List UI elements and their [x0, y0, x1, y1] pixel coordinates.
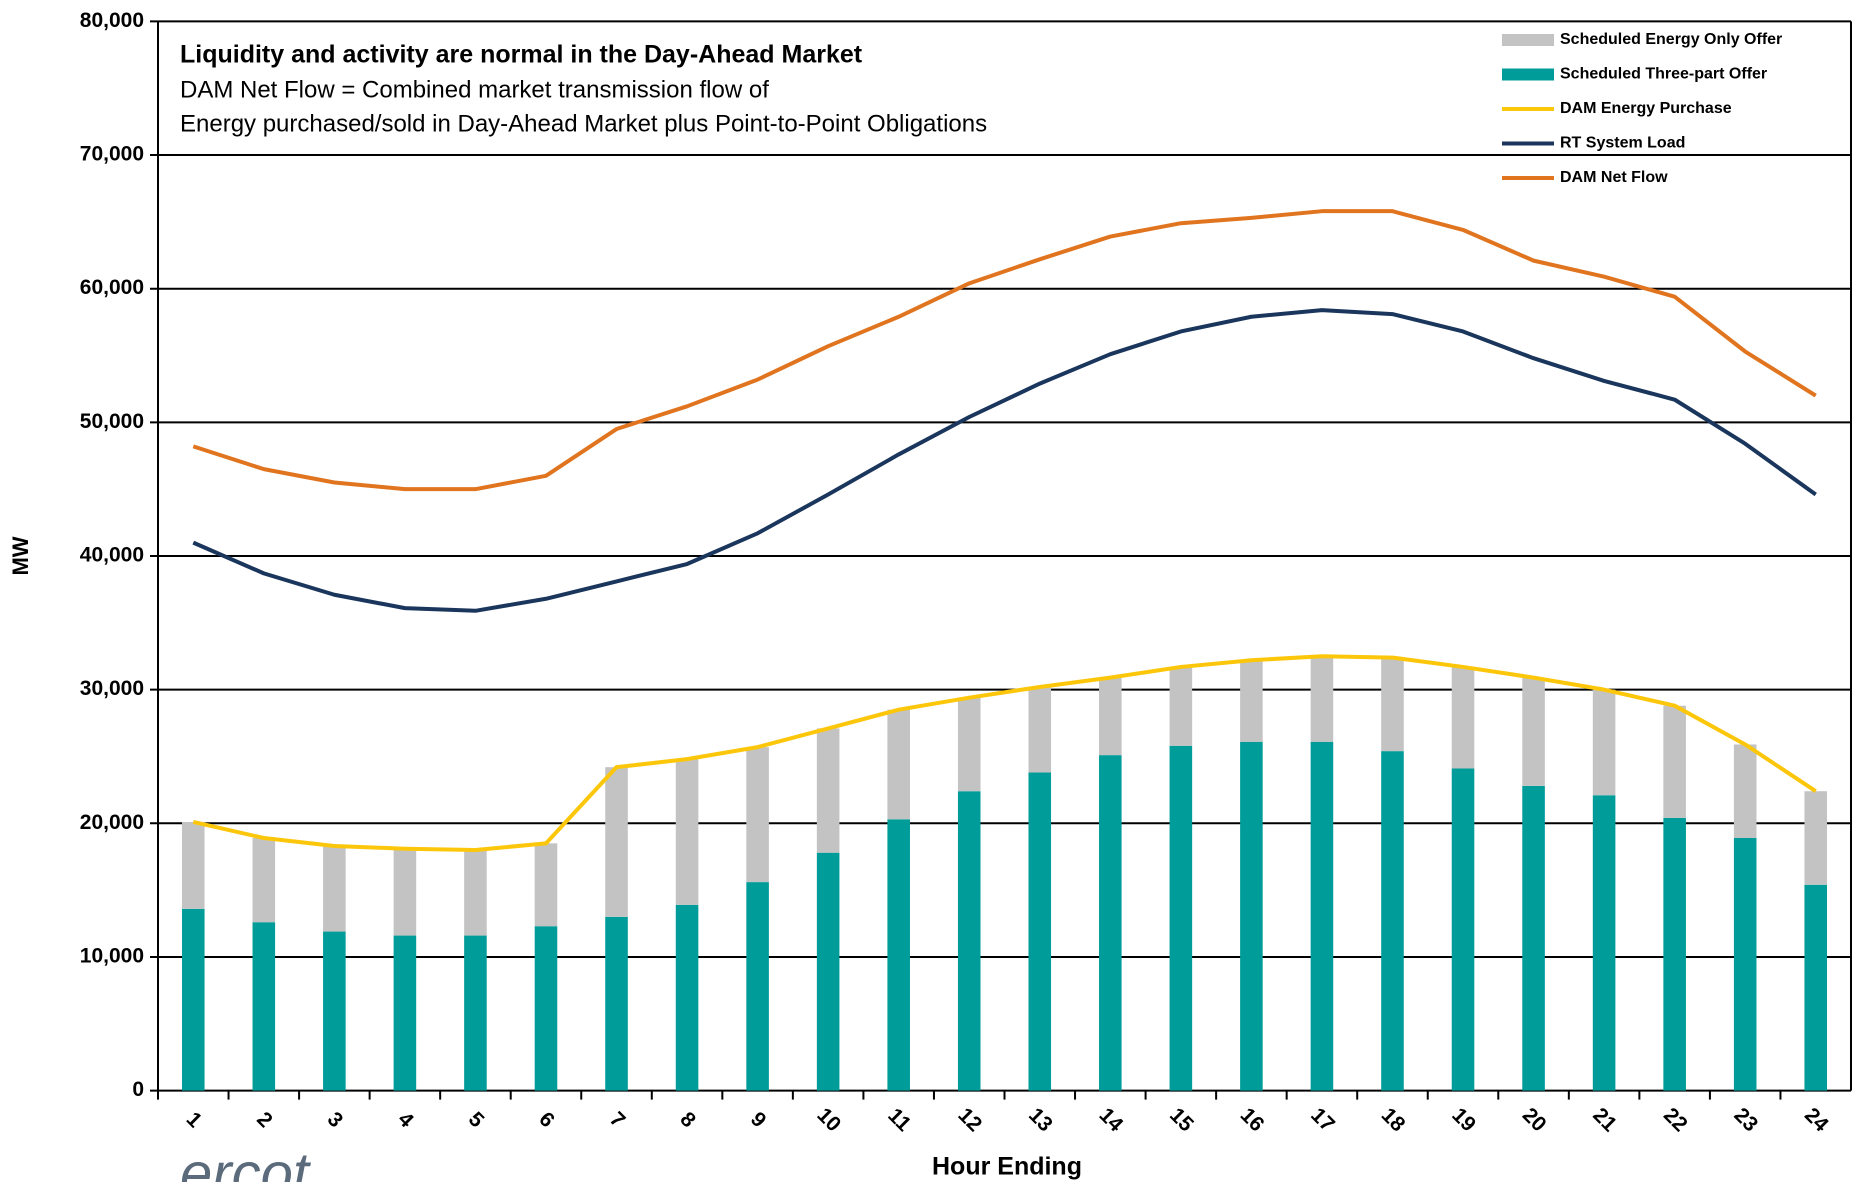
- bar: [252, 838, 276, 923]
- bar: [1663, 705, 1686, 818]
- y-axis-label: MW: [8, 536, 33, 575]
- bar: [1381, 657, 1404, 752]
- x-tick-label: 12: [954, 1104, 987, 1137]
- x-tick-label: 8: [675, 1108, 700, 1133]
- x-tick-label: 10: [812, 1104, 845, 1137]
- bar: [816, 728, 840, 853]
- x-tick-label: 3: [323, 1108, 348, 1133]
- bar: [746, 882, 769, 1091]
- x-tick-label: 18: [1377, 1104, 1410, 1137]
- x-tick-label: 5: [464, 1108, 489, 1133]
- bar: [323, 931, 346, 1091]
- x-tick-label: 2: [252, 1108, 277, 1133]
- bar: [605, 916, 628, 1091]
- x-tick-label: 11: [883, 1104, 915, 1136]
- bar: [1733, 838, 1757, 1091]
- y-tick-label: 0: [132, 1078, 144, 1101]
- bar: [1451, 666, 1475, 769]
- bar: [746, 747, 769, 883]
- bar: [1522, 677, 1545, 786]
- bar: [605, 767, 628, 917]
- x-tick-label: 1: [182, 1108, 207, 1133]
- bar: [1169, 745, 1193, 1091]
- x-tick-label: 19: [1447, 1104, 1480, 1137]
- bar: [1592, 795, 1616, 1091]
- y-tick-label: 80,000: [80, 9, 144, 32]
- x-tick-label: 20: [1518, 1104, 1551, 1137]
- bar: [957, 697, 981, 792]
- bar: [181, 908, 205, 1091]
- bar: [181, 821, 205, 909]
- bar: [534, 926, 558, 1091]
- bar: [1522, 785, 1545, 1091]
- x-tick-label: 24: [1800, 1104, 1833, 1137]
- line-series: [192, 209, 1817, 492]
- x-tick-label: 23: [1729, 1104, 1762, 1137]
- bar: [464, 935, 487, 1091]
- x-tick-label: 14: [1095, 1104, 1128, 1137]
- y-tick-label: 40,000: [80, 544, 144, 567]
- bar: [1592, 689, 1616, 796]
- bar: [1028, 772, 1052, 1091]
- chart-title: Liquidity and activity are normal in the…: [180, 41, 863, 69]
- x-tick-label: 15: [1165, 1104, 1198, 1137]
- x-axis-label: Hour Ending: [932, 1153, 1082, 1181]
- legend-label: Scheduled Three-part Offer: [1560, 66, 1767, 83]
- bar: [534, 843, 558, 927]
- logo: ercot: [180, 1141, 312, 1182]
- y-tick-label: 20,000: [80, 811, 144, 834]
- x-tick-label: 7: [605, 1108, 630, 1133]
- y-tick-label: 30,000: [80, 677, 144, 700]
- x-tick-label: 22: [1659, 1104, 1692, 1137]
- bar: [1310, 741, 1334, 1091]
- bar: [464, 850, 487, 936]
- bar: [252, 922, 276, 1091]
- bar: [1240, 741, 1263, 1091]
- bar: [887, 709, 910, 820]
- bar: [323, 846, 346, 932]
- legend-label: DAM Net Flow: [1560, 169, 1668, 186]
- bar: [1804, 884, 1828, 1091]
- bar: [1804, 791, 1828, 885]
- bar: [1240, 660, 1263, 742]
- line-series: [192, 308, 1817, 613]
- line-series: [192, 654, 1817, 853]
- x-tick-label: 13: [1024, 1104, 1057, 1137]
- bar: [1169, 666, 1193, 746]
- y-tick-label: 50,000: [80, 410, 144, 433]
- bar: [816, 852, 840, 1091]
- y-tick-label: 60,000: [80, 276, 144, 299]
- bar: [1099, 755, 1122, 1091]
- legend-label: RT System Load: [1560, 135, 1685, 152]
- bar: [675, 759, 699, 905]
- legend-swatch: [1502, 34, 1554, 46]
- bar: [1733, 744, 1757, 839]
- y-tick-label: 70,000: [80, 143, 144, 166]
- bar: [887, 819, 910, 1091]
- x-tick-label: 17: [1306, 1104, 1339, 1137]
- bar: [1451, 768, 1475, 1091]
- x-tick-label: 21: [1588, 1104, 1621, 1137]
- bar: [1310, 656, 1334, 742]
- legend-swatch: [1502, 68, 1554, 81]
- bar: [1028, 686, 1052, 773]
- x-tick-label: 16: [1236, 1104, 1269, 1137]
- bar: [1381, 751, 1404, 1091]
- annotation: DAM Net Flow = Combined market transmiss…: [180, 76, 769, 103]
- legend-label: Scheduled Energy Only Offer: [1560, 31, 1782, 48]
- x-tick-label: 9: [746, 1108, 771, 1133]
- legend-label: DAM Energy Purchase: [1560, 100, 1732, 117]
- annotation: Energy purchased/sold in Day-Ahead Marke…: [180, 110, 987, 137]
- x-tick-label: 6: [534, 1108, 559, 1133]
- bar: [1663, 817, 1686, 1091]
- y-tick-label: 10,000: [80, 944, 144, 967]
- x-tick-label: 4: [393, 1108, 418, 1133]
- bar: [1099, 677, 1122, 756]
- bar: [393, 935, 417, 1091]
- bar: [393, 848, 417, 936]
- bar: [957, 791, 981, 1091]
- bar: [675, 904, 699, 1091]
